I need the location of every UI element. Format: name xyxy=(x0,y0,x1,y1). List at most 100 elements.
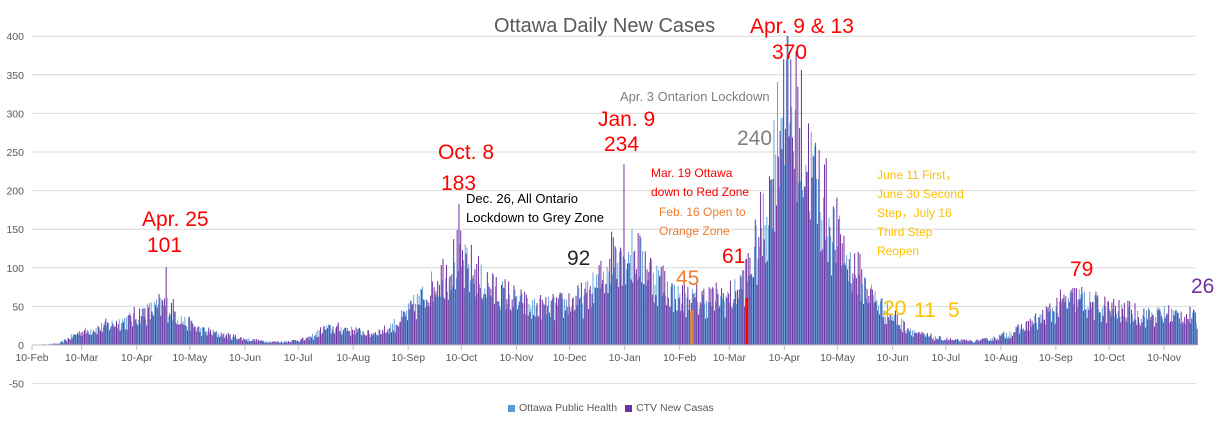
bar-ottawa-public-health xyxy=(1004,336,1006,345)
bar-ctv-new-cases xyxy=(1138,317,1140,345)
bar-ottawa-public-health xyxy=(835,263,837,345)
bar-ottawa-public-health xyxy=(1048,312,1050,345)
bar-ctv-new-cases xyxy=(249,341,251,345)
bar-ottawa-public-health xyxy=(769,180,771,345)
bar-ctv-new-cases xyxy=(792,137,794,345)
bar-ottawa-public-health xyxy=(865,299,867,345)
bar-ottawa-public-health xyxy=(910,328,912,345)
bar-ctv-new-cases xyxy=(1019,333,1021,345)
bar-ctv-new-cases xyxy=(570,311,572,345)
bar-ottawa-public-health xyxy=(361,335,363,345)
bar-ctv-new-cases xyxy=(1178,318,1180,345)
bar-ctv-new-cases xyxy=(100,330,102,345)
annotation-label: Jan. 9 xyxy=(598,108,656,131)
bar-ctv-new-cases xyxy=(275,342,277,345)
bar-ctv-new-cases xyxy=(229,334,231,345)
bar-ctv-new-cases xyxy=(85,333,87,345)
bar-ottawa-public-health xyxy=(1130,323,1132,345)
bar-ottawa-public-health xyxy=(878,305,880,345)
bar-ctv-new-cases xyxy=(850,283,852,345)
bar-ctv-new-cases xyxy=(64,339,66,345)
bar-ottawa-public-health xyxy=(755,225,757,345)
bar-ottawa-public-health xyxy=(635,273,636,345)
bar-ctv-new-cases xyxy=(802,197,804,345)
bar-ottawa-public-health xyxy=(1039,313,1041,345)
bar-ottawa-public-health xyxy=(688,309,690,345)
bar-ottawa-public-health xyxy=(911,330,913,345)
bar-ctv-new-cases xyxy=(1008,338,1010,345)
bar-ctv-new-cases xyxy=(87,331,89,345)
bar-ctv-new-cases xyxy=(843,235,845,345)
bar-ctv-new-cases xyxy=(128,314,130,345)
bar-ottawa-public-health xyxy=(1165,315,1167,345)
bar-ottawa-public-health xyxy=(1076,307,1078,345)
bar-ottawa-public-health xyxy=(360,330,361,345)
bar-ctv-new-cases xyxy=(1072,287,1074,345)
bar-ctv-new-cases xyxy=(387,329,389,345)
bar-ottawa-public-health xyxy=(514,289,516,345)
bar-ctv-new-cases xyxy=(790,59,792,346)
bar-ottawa-public-health xyxy=(85,327,86,345)
bar-ottawa-public-health xyxy=(1057,313,1059,345)
bar-ottawa-public-health xyxy=(120,328,122,345)
bar-ottawa-public-health xyxy=(837,246,839,345)
bar-ctv-new-cases xyxy=(1099,312,1101,345)
bar-ottawa-public-health xyxy=(777,81,778,345)
bar-ctv-new-cases xyxy=(357,329,359,345)
bar-ctv-new-cases xyxy=(126,329,128,345)
bar-ottawa-public-health xyxy=(281,342,283,345)
bar-ctv-new-cases xyxy=(415,319,417,345)
bar-ctv-new-cases xyxy=(557,298,559,345)
bar-ctv-new-cases xyxy=(162,300,164,345)
bar-ottawa-public-health xyxy=(906,329,908,345)
bar-ctv-new-cases xyxy=(298,341,300,345)
bar-ctv-new-cases xyxy=(311,337,313,345)
bar-ottawa-public-health xyxy=(1029,330,1030,345)
bar-ctv-new-cases xyxy=(179,323,181,345)
bar-ctv-new-cases xyxy=(210,329,212,345)
bar-ottawa-public-health xyxy=(477,293,479,345)
bar-ottawa-public-health xyxy=(503,288,505,345)
bar-ottawa-public-health xyxy=(95,327,97,345)
bar-ctv-new-cases xyxy=(933,340,935,345)
bar-ottawa-public-health xyxy=(280,342,282,345)
bar-ottawa-public-health xyxy=(418,295,420,345)
bar-ottawa-public-health xyxy=(645,285,647,345)
bar-ctv-new-cases xyxy=(701,291,703,345)
bar-ctv-new-cases xyxy=(1015,326,1017,345)
y-tick-label: 400 xyxy=(6,31,24,43)
bar-ctv-new-cases xyxy=(857,251,859,345)
bar-ctv-new-cases xyxy=(492,273,494,345)
bar-ottawa-public-health xyxy=(869,302,871,345)
bar-ctv-new-cases xyxy=(245,339,247,345)
bar-ctv-new-cases xyxy=(281,341,283,345)
bar-ottawa-public-health xyxy=(51,343,53,345)
bar-ctv-new-cases xyxy=(658,276,660,345)
bar-ctv-new-cases xyxy=(804,186,806,345)
bar-ctv-new-cases xyxy=(685,317,687,345)
legend-swatch-ctv xyxy=(625,404,633,412)
bar-ctv-new-cases xyxy=(673,312,675,345)
bar-ctv-new-cases xyxy=(257,339,259,345)
bar-ottawa-public-health xyxy=(283,340,285,345)
bar-ottawa-public-health xyxy=(179,324,180,345)
bar-ottawa-public-health xyxy=(143,316,145,345)
bar-ctv-new-cases xyxy=(509,309,511,345)
bar-ctv-new-cases xyxy=(185,325,187,345)
bar-ottawa-public-health xyxy=(848,281,849,345)
bar-ottawa-public-health xyxy=(1123,316,1124,345)
bar-ottawa-public-health xyxy=(1091,307,1093,345)
bar-ottawa-public-health xyxy=(654,284,656,345)
bar-ctv-new-cases xyxy=(561,293,563,345)
bar-ctv-new-cases xyxy=(811,177,813,345)
bar-ottawa-public-health xyxy=(97,325,99,345)
bar-ctv-new-cases xyxy=(962,339,964,345)
bar-ottawa-public-health xyxy=(796,202,798,345)
y-tick-label: 150 xyxy=(6,224,24,236)
bar-ottawa-public-health xyxy=(262,340,264,345)
bar-ctv-new-cases xyxy=(66,341,68,345)
bar-ctv-new-cases xyxy=(914,332,916,345)
bar-ottawa-public-health xyxy=(260,339,262,345)
bar-ottawa-public-health xyxy=(505,309,507,345)
bar-ctv-new-cases xyxy=(270,342,272,345)
